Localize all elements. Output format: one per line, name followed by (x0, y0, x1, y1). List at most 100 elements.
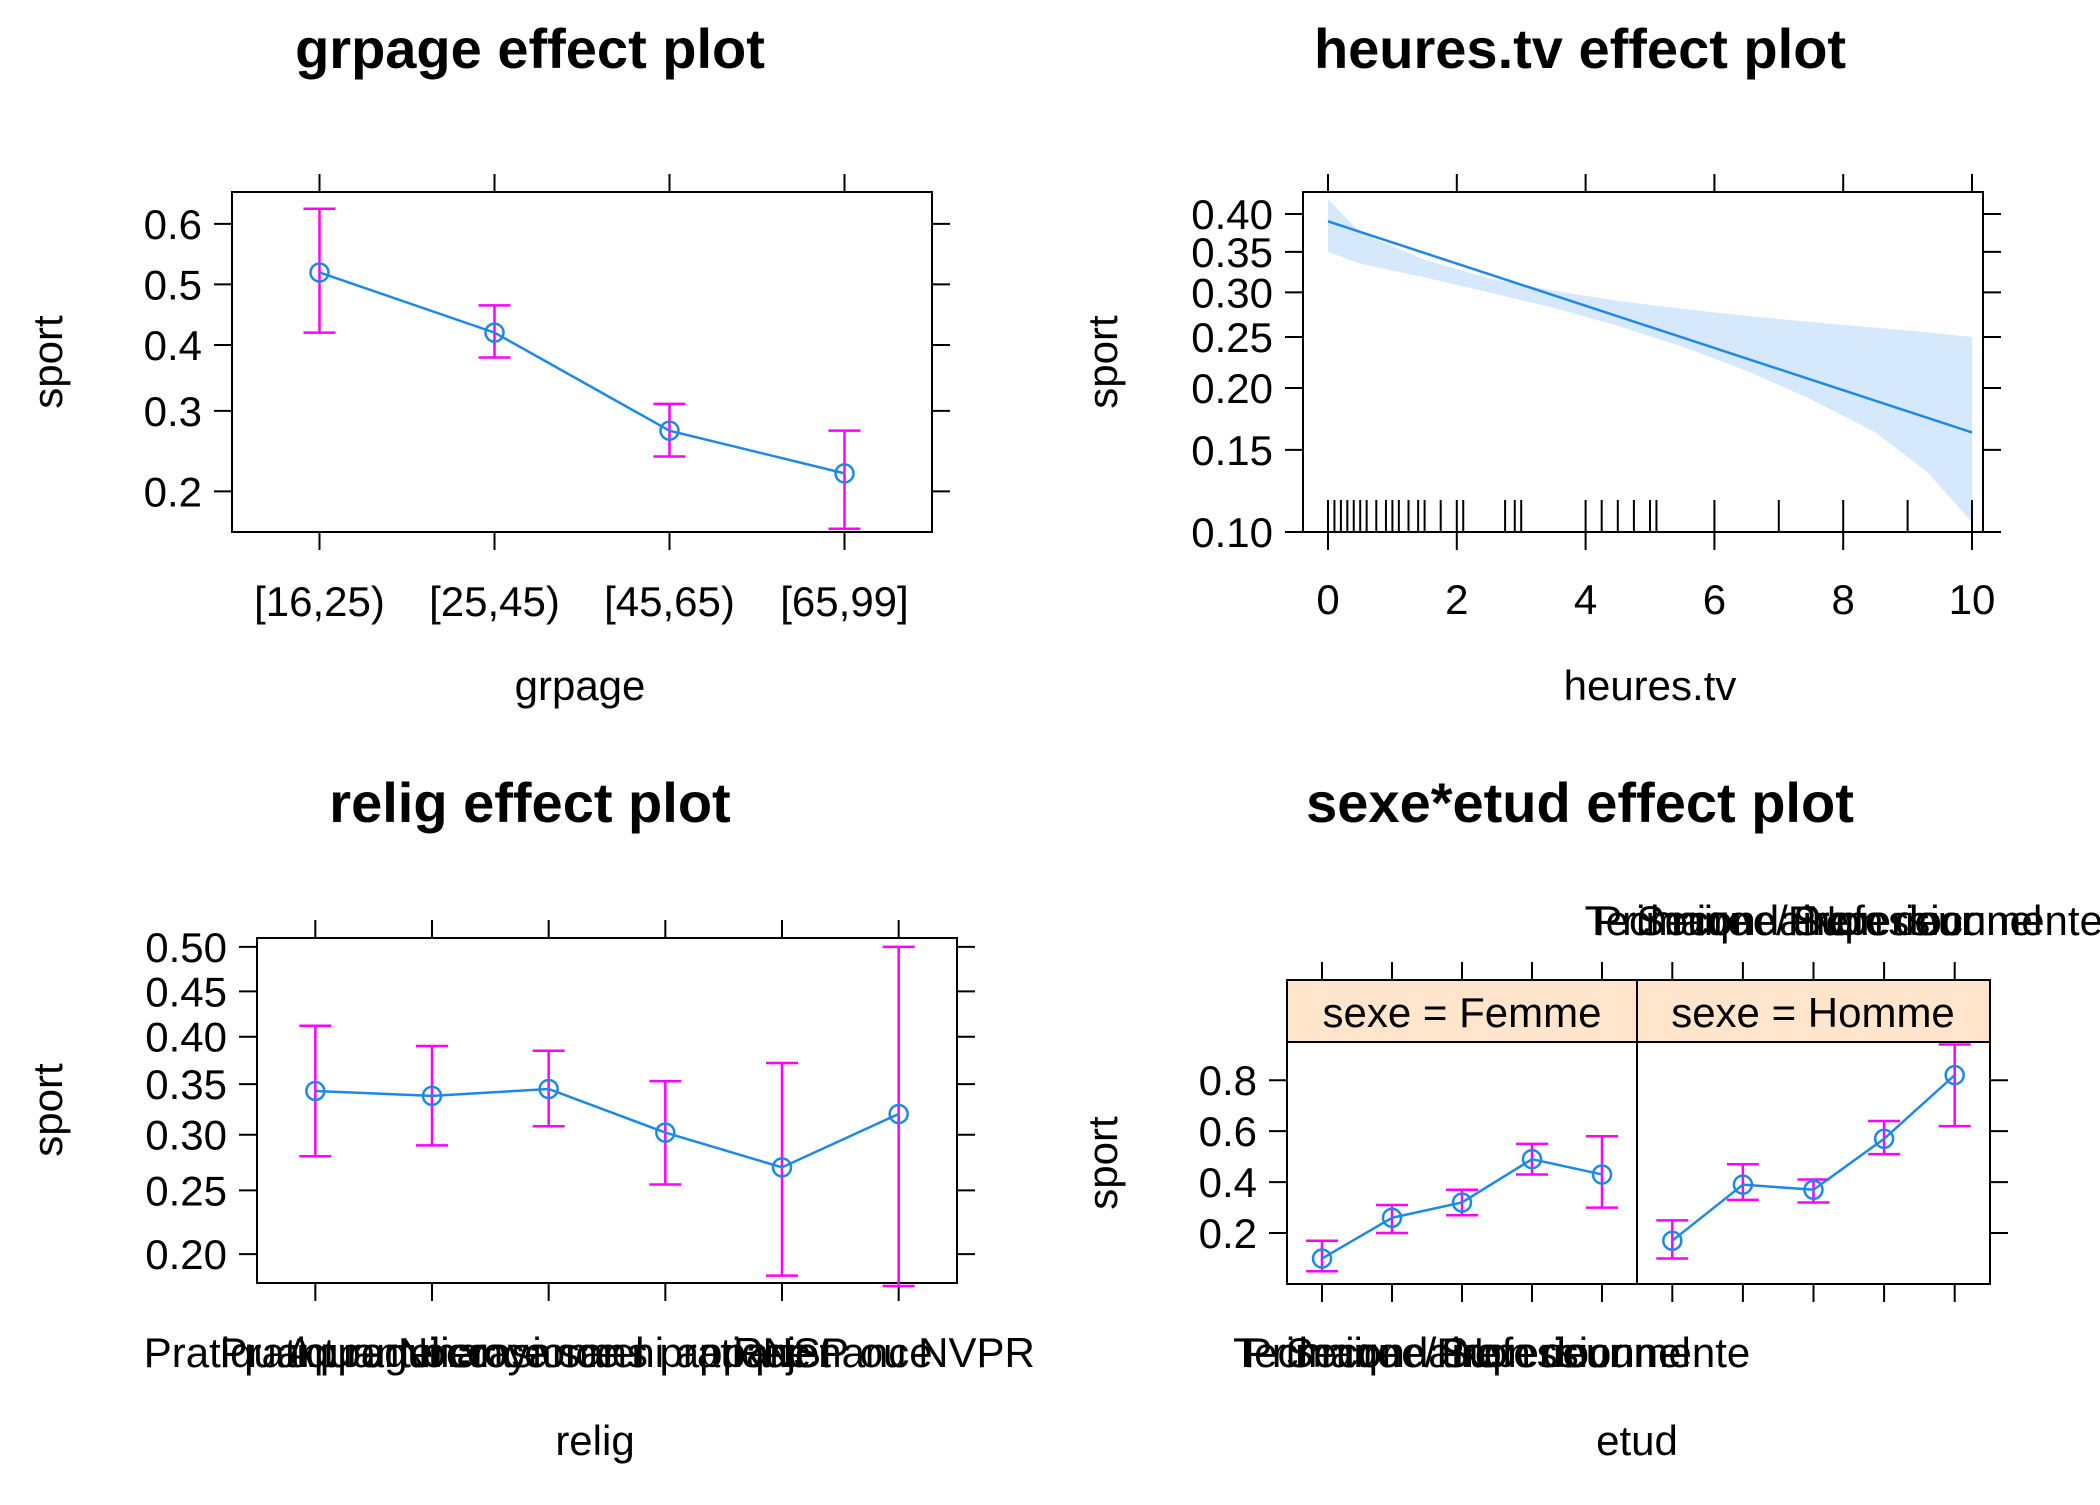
heures-tv-confidence-band (1328, 199, 1972, 523)
sexe-etud-points (1311, 1064, 1965, 1269)
effect-line (319, 271, 845, 475)
data-point (538, 1078, 559, 1100)
data-point (1311, 1248, 1333, 1269)
x-tick-label: Technique/Professionnel (1585, 897, 2043, 944)
x-tick-label: Pratiquant regulier (144, 1329, 487, 1376)
y-tick-label: 0.3 (144, 388, 202, 435)
x-tick-label: Secondaire (1286, 1329, 1498, 1376)
sexe-etud-x-axis-label: etud (1596, 1417, 1678, 1464)
data-point (1732, 1174, 1754, 1195)
relig-plot-frame (256, 937, 958, 1284)
relig-x-tick-labels: Pratiquant regulier Pratiquant occasionn… (144, 1329, 1035, 1376)
effect-line (1321, 1157, 1603, 1260)
x-tick-label: Superieur (1441, 1329, 1623, 1376)
grpage-x-tick-labels: [16,25) [25,45) [45,65) [65,99] (254, 578, 909, 625)
heures-tv-effect-plot: heures.tv effect plot 0 2 4 6 8 10 0.10 … (1079, 17, 2001, 709)
relig-y-axis-label: sport (24, 1063, 71, 1157)
heures-tv-x-axis-label: heures.tv (1564, 662, 1737, 709)
y-tick-label: 0.20 (1191, 365, 1273, 412)
x-tick-label: [16,25) (254, 578, 385, 625)
effect-line (1671, 1074, 1956, 1242)
data-point (1591, 1164, 1613, 1185)
x-tick-label: 4 (1574, 576, 1597, 623)
x-tick-label: 8 (1832, 576, 1855, 623)
sexe-etud-y-tick-labels: 0.2 0.4 0.6 0.8 (1199, 1057, 1257, 1257)
x-tick-label: [25,45) (429, 578, 560, 625)
grpage-effect-plot: grpage effect plot [16,25) [25,45) [45,6… (24, 17, 950, 709)
x-tick-label: 0 (1316, 576, 1339, 623)
x-tick-label: Primaire (1244, 1329, 1400, 1376)
grpage-y-axis-label: sport (24, 315, 71, 409)
relig-effect-line (315, 1087, 900, 1169)
relig-plot-title: relig effect plot (329, 771, 730, 834)
relig-x-axis-label: relig (555, 1417, 634, 1464)
sexe-etud-effect-lines (1321, 1074, 1956, 1260)
y-tick-label: 0.40 (1191, 191, 1273, 238)
data-point (771, 1157, 793, 1178)
effect-line (315, 1087, 900, 1169)
strip-femme-label: sexe = Femme (1323, 989, 1602, 1036)
relig-confidence-intervals (299, 945, 915, 1288)
x-tick-label: Primaire (1594, 897, 1750, 944)
sexe-etud-x-tick-labels-bottom: Primaire Secondaire Technique/Profession… (1233, 1329, 1750, 1376)
y-tick-label: 0.4 (1199, 1159, 1257, 1206)
x-tick-label: 2 (1445, 576, 1468, 623)
y-tick-label: 0.2 (144, 468, 202, 515)
y-tick-label: 0.20 (145, 1231, 227, 1278)
y-tick-label: 0.25 (1191, 314, 1273, 361)
data-point (655, 1122, 676, 1143)
heures-tv-plot-title: heures.tv effect plot (1314, 17, 1846, 80)
relig-effect-plot: relig effect plot Pratiquant regulier Pr… (24, 771, 1035, 1464)
x-tick-label: Superieur (1793, 897, 1975, 944)
sexe-etud-confidence-intervals (1306, 1043, 1971, 1273)
data-point (659, 420, 680, 441)
x-tick-label: Appartenance sans pratique (286, 1329, 811, 1376)
data-point (1873, 1128, 1895, 1150)
grpage-plot-frame (231, 191, 933, 533)
y-tick-label: 0.6 (144, 201, 202, 248)
y-tick-label: 0.40 (145, 1014, 227, 1061)
relig-y-tick-labels: 0.20 0.25 0.30 0.35 0.40 0.45 0.50 (145, 924, 227, 1278)
heures-tv-y-axis-label: sport (1079, 315, 1126, 409)
sexe-etud-plot-title: sexe*etud effect plot (1306, 771, 1854, 834)
relig-points (305, 1078, 909, 1178)
y-tick-label: 0.35 (1191, 229, 1273, 276)
x-tick-label: Non documente (1806, 897, 2100, 944)
x-tick-label: NSP ou NVPR (762, 1329, 1034, 1376)
relig-axis-ticks (239, 920, 975, 1301)
heures-tv-effect-line (1327, 220, 1973, 434)
sexe-etud-axis-ticks (1269, 962, 2008, 1302)
y-tick-label: 0.45 (145, 968, 227, 1015)
y-tick-label: 0.5 (144, 261, 202, 308)
y-tick-label: 0.4 (144, 322, 202, 369)
data-point (1662, 1230, 1683, 1251)
y-tick-label: 0.6 (1199, 1108, 1257, 1155)
y-tick-label: 0.30 (145, 1112, 227, 1159)
sexe-etud-y-axis-label: sport (1079, 1116, 1126, 1210)
sexe-etud-effect-plot: sexe*etud effect plot sexe = Femme sexe … (1079, 771, 2100, 1464)
data-point (1381, 1207, 1403, 1229)
strip-homme (1636, 979, 1991, 1043)
y-tick-label: 0.50 (145, 924, 227, 971)
data-point (888, 1103, 909, 1125)
heures-tv-axis-ticks (1285, 174, 2001, 550)
x-tick-label: Non documente (1454, 1329, 1751, 1376)
grpage-confidence-intervals (303, 207, 861, 530)
x-tick-label: 10 (1949, 576, 1996, 623)
data-point (1944, 1064, 1965, 1086)
y-tick-label: 0.2 (1199, 1210, 1257, 1257)
strip-homme-label: sexe = Homme (1671, 989, 1955, 1036)
grpage-axis-ticks (214, 174, 950, 550)
x-tick-label: [45,65) (604, 578, 735, 625)
heures-tv-plot-frame (1302, 191, 1984, 533)
y-tick-label: 0.10 (1191, 509, 1273, 556)
data-point (1521, 1148, 1543, 1170)
data-point (1451, 1192, 1473, 1213)
effect-line (1327, 220, 1973, 434)
grpage-x-axis-label: grpage (515, 662, 646, 709)
panel-homme-frame (1636, 1041, 1991, 1285)
y-tick-label: 0.35 (145, 1061, 227, 1108)
data-point (1803, 1179, 1824, 1200)
